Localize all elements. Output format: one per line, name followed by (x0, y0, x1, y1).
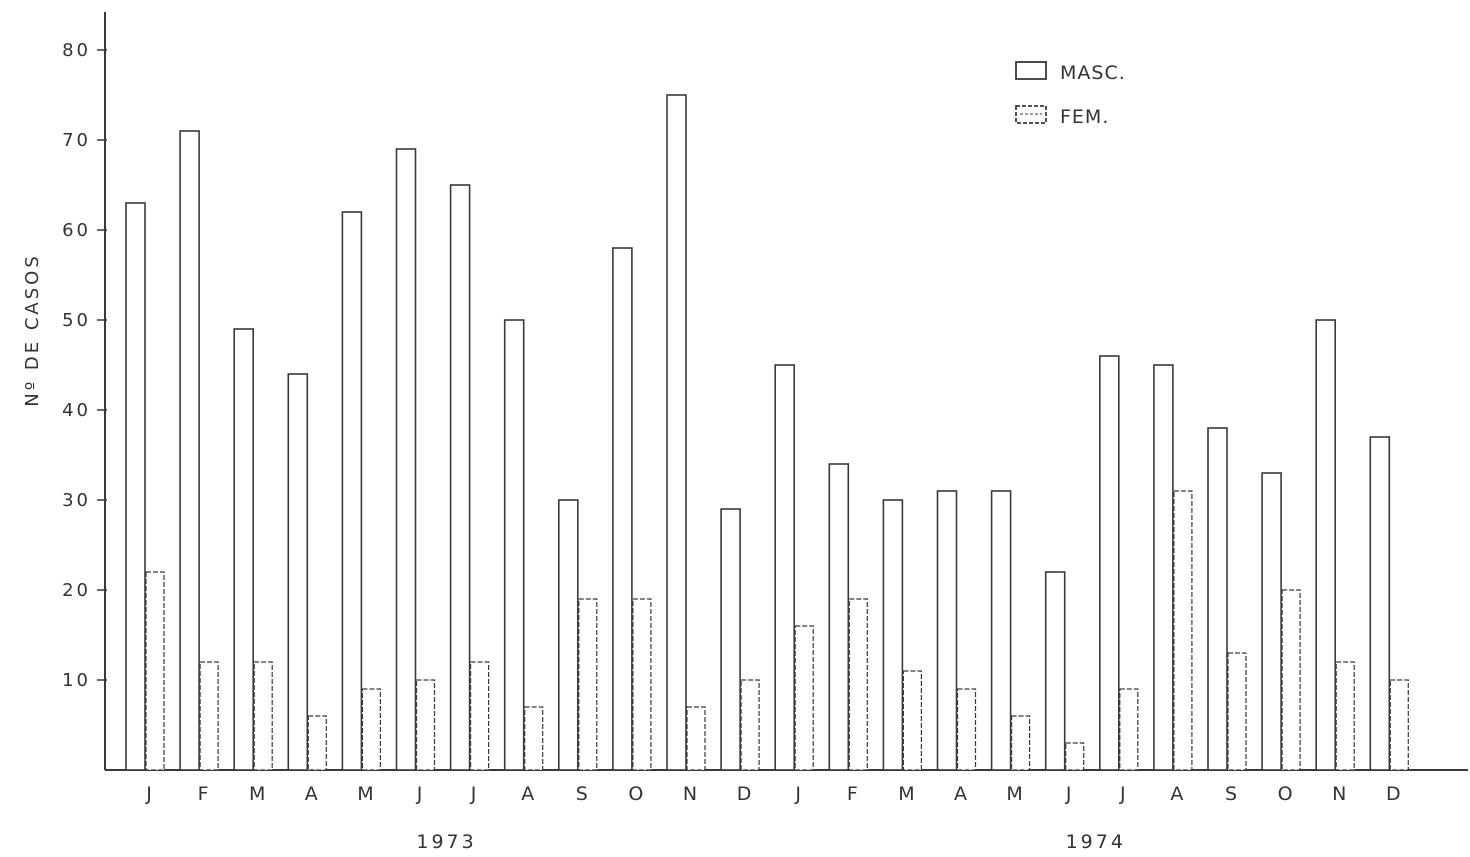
bar-fem (1173, 490, 1193, 771)
bar-masc (1369, 436, 1391, 771)
x-tick-label: M (357, 783, 373, 805)
bar-masc (503, 319, 525, 771)
x-tick-label: F (198, 783, 209, 805)
bar-fem (1281, 589, 1301, 771)
bar-masc (828, 463, 850, 771)
x-tick-label: N (683, 783, 697, 805)
bar-masc (125, 202, 146, 771)
y-tick-label: 20 (62, 580, 91, 601)
bar-masc (449, 184, 471, 771)
bar-masc (612, 247, 633, 771)
bar-fem (1227, 652, 1247, 771)
bar-masc (774, 364, 796, 771)
bar-fem (632, 598, 652, 771)
year-label: 1974 (1066, 831, 1126, 853)
bar-fem (686, 706, 706, 771)
bar-masc (557, 499, 579, 771)
bar-masc (936, 490, 958, 771)
x-tick-label: M (898, 783, 914, 805)
x-tick-label: N (1332, 783, 1346, 805)
x-tick-label: D (737, 783, 752, 805)
bar-masc (882, 499, 904, 771)
y-tick-label: 40 (62, 400, 91, 421)
x-tick-label: A (305, 783, 318, 805)
x-tick-label: A (521, 783, 534, 805)
x-tick-label: S (576, 783, 588, 805)
year-label: 1973 (416, 831, 476, 853)
x-tick-label: S (1225, 783, 1237, 805)
x-tick-label: J (1065, 783, 1072, 805)
bar-fem (902, 670, 923, 771)
bar-fem (794, 625, 814, 771)
bar-fem (1010, 715, 1031, 771)
legend-swatch-masc (1015, 61, 1047, 80)
x-tick-label: D (1386, 783, 1401, 805)
bar-masc (341, 211, 363, 771)
bar-fem (415, 679, 436, 771)
bar-masc (990, 490, 1012, 771)
y-tick-label: 80 (62, 40, 91, 61)
x-tick-label: J (794, 783, 801, 805)
bar-fem (253, 661, 273, 771)
y-tick-label: 50 (62, 310, 91, 331)
x-tick-label: A (954, 783, 967, 805)
y-tick-label: 60 (62, 220, 91, 241)
chart-legend: MASC. FEM. (1015, 61, 1126, 128)
bar-masc (1153, 364, 1174, 771)
x-tick-label: J (1119, 783, 1126, 805)
y-tick-label: 70 (62, 130, 91, 151)
x-tick-label: J (470, 783, 477, 805)
x-tick-label: O (1278, 783, 1293, 805)
bar-masc (1261, 472, 1282, 771)
x-tick-label: J (145, 783, 152, 805)
bar-fem (848, 598, 868, 771)
bar-masc (1044, 571, 1066, 771)
x-tick-label: F (847, 783, 858, 805)
bar-masc (287, 373, 309, 771)
x-tick-label: M (249, 783, 265, 805)
bar-masc (1315, 319, 1336, 771)
bar-fem (1119, 688, 1139, 771)
x-tick-label: M (1006, 783, 1022, 805)
y-axis-title: Nº DE CASOS (22, 253, 43, 407)
bar-fem (145, 571, 165, 771)
bar-fem (1335, 661, 1355, 771)
y-tick-label: 10 (62, 670, 91, 691)
bar-masc (179, 130, 200, 771)
y-tick-label: 30 (62, 490, 91, 511)
bar-fem (1389, 679, 1409, 771)
bar-fem (199, 661, 219, 771)
bar-masc (395, 148, 417, 771)
bar-fem (1065, 742, 1085, 771)
bar-fem (470, 661, 490, 771)
legend-label-fem: FEM. (1060, 106, 1109, 128)
x-tick-label: A (1170, 783, 1183, 805)
bar-masc (1207, 427, 1228, 771)
x-tick-label: O (628, 783, 643, 805)
bar-masc (1099, 355, 1120, 771)
bar-fem (524, 706, 544, 771)
bar-masc (720, 508, 741, 771)
bar-masc (666, 94, 687, 771)
legend-label-masc: MASC. (1060, 62, 1126, 84)
bar-fem (740, 679, 760, 771)
chart-bars (125, 94, 1409, 771)
bar-fem (361, 688, 381, 771)
bar-fem (956, 688, 977, 771)
bar-masc (233, 328, 254, 771)
chart-labels: 10 20 30 40 50 60 70 80 Nº DE CASOS J F M A M J J A S O N D J… (22, 40, 1401, 853)
bar-fem (307, 715, 327, 771)
bar-fem (578, 598, 598, 771)
x-tick-label: J (416, 783, 423, 805)
